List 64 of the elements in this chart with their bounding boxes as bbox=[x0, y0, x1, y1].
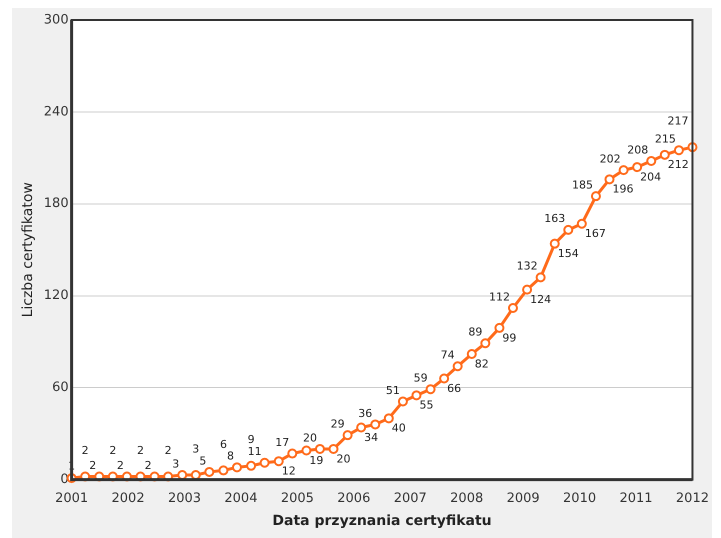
x-tick-label: 2001 bbox=[55, 490, 88, 506]
data-label: 208 bbox=[627, 143, 648, 156]
data-label: 202 bbox=[600, 152, 621, 166]
data-label: 154 bbox=[558, 247, 579, 260]
data-label: 3 bbox=[172, 457, 180, 470]
data-label: 2 bbox=[144, 458, 152, 472]
y-tick-label: 300 bbox=[44, 12, 69, 28]
data-label: 66 bbox=[447, 382, 462, 395]
data-label: 163 bbox=[544, 212, 566, 226]
x-tick-label: 2011 bbox=[619, 490, 653, 506]
y-tick-label: 60 bbox=[52, 380, 69, 396]
y-tick-label: 180 bbox=[44, 196, 69, 212]
data-label: 55 bbox=[419, 398, 434, 412]
data-label: 74 bbox=[440, 348, 455, 362]
data-label: 51 bbox=[386, 384, 400, 397]
data-label: 2 bbox=[164, 444, 172, 457]
data-label: 2 bbox=[82, 444, 89, 457]
y-tick-label: 240 bbox=[44, 104, 69, 120]
data-label: 20 bbox=[336, 452, 350, 466]
x-tick-label: 2008 bbox=[450, 490, 484, 506]
data-label: 29 bbox=[330, 418, 345, 431]
data-label: 8 bbox=[226, 450, 234, 463]
x-tick-label: 2012 bbox=[676, 490, 710, 506]
data-label: 12 bbox=[282, 464, 296, 478]
data-label: 6 bbox=[220, 438, 227, 451]
data-label: 2 bbox=[89, 458, 96, 472]
data-label: 20 bbox=[302, 431, 317, 444]
data-label: 17 bbox=[275, 436, 290, 449]
data-label: 2 bbox=[136, 444, 144, 457]
x-tick-label: 2003 bbox=[168, 490, 202, 506]
data-label: 11 bbox=[248, 445, 262, 458]
data-label: 132 bbox=[516, 260, 538, 273]
x-tick-label: 2009 bbox=[506, 490, 540, 506]
data-label: 3 bbox=[192, 442, 200, 456]
data-label: 196 bbox=[612, 182, 634, 196]
data-label: 212 bbox=[668, 158, 689, 172]
data-label: 112 bbox=[488, 290, 510, 304]
data-label: 40 bbox=[392, 422, 406, 435]
data-label: 5 bbox=[199, 454, 206, 468]
data-label: 89 bbox=[468, 326, 482, 339]
x-tick-label: 2006 bbox=[337, 490, 370, 506]
data-label: 82 bbox=[474, 357, 489, 370]
data-label: 2 bbox=[116, 458, 124, 472]
x-axis-title: Data przyznania certyfikatu bbox=[272, 513, 492, 530]
data-label: 185 bbox=[572, 178, 593, 192]
data-label: 2 bbox=[109, 444, 116, 457]
data-label: 9 bbox=[248, 433, 255, 446]
y-axis-title: Liczba certyfikatow bbox=[20, 182, 36, 318]
x-tick-label: 2004 bbox=[224, 490, 258, 506]
data-label: 204 bbox=[640, 170, 662, 184]
x-tick-label: 2002 bbox=[112, 490, 145, 506]
y-tick-label: 120 bbox=[44, 288, 69, 304]
x-tick-label: 2010 bbox=[563, 490, 596, 506]
data-label: 34 bbox=[364, 430, 378, 444]
data-label: 124 bbox=[530, 292, 552, 306]
x-tick-label: 2007 bbox=[394, 490, 427, 506]
data-label: 59 bbox=[414, 372, 428, 385]
data-label: 36 bbox=[358, 406, 372, 420]
data-label: 167 bbox=[584, 227, 606, 240]
data-label: 217 bbox=[667, 114, 688, 128]
data-label: 19 bbox=[309, 454, 324, 467]
data-label: 215 bbox=[654, 132, 676, 146]
data-label: 99 bbox=[502, 331, 516, 344]
x-tick-label: 2005 bbox=[280, 490, 314, 506]
